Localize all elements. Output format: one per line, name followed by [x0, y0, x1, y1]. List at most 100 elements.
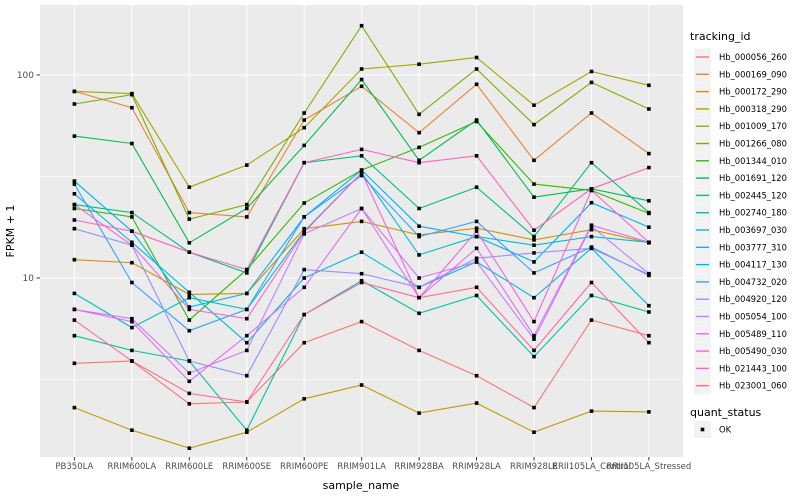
- data-point: [130, 215, 134, 219]
- data-point: [72, 226, 77, 231]
- data-point: [359, 67, 364, 71]
- data-point: [417, 234, 421, 239]
- legend-item: Hb_000318_290: [694, 100, 787, 118]
- legend-item-label: Hb_005489_110: [719, 329, 787, 339]
- data-point: [302, 397, 306, 401]
- data-point: [130, 210, 134, 215]
- data-point: [245, 267, 249, 272]
- y-axis-title: FPKM + 1: [4, 205, 17, 258]
- legend-item: Hb_023001_060: [694, 377, 787, 395]
- data-point: [187, 210, 192, 215]
- ok-marker-icon: [700, 427, 705, 432]
- data-point: [72, 102, 77, 106]
- legend-item: Hb_001344_010: [694, 152, 787, 170]
- data-point: [302, 276, 306, 280]
- data-point: [245, 430, 249, 434]
- x-tick-label: RRIM600LE: [165, 462, 213, 472]
- legend-item-label: Hb_000169_090: [719, 69, 787, 79]
- data-point: [417, 311, 421, 316]
- data-point: [72, 206, 77, 211]
- data-point: [417, 62, 421, 66]
- data-point: [647, 199, 651, 203]
- data-point: [359, 147, 364, 152]
- data-point: [647, 240, 651, 245]
- data-point: [245, 202, 249, 207]
- legend-item-label: Hb_000056_260: [719, 52, 787, 62]
- data-point: [532, 103, 536, 107]
- legend-item-label: Hb_003697_030: [719, 225, 787, 235]
- data-point: [532, 354, 536, 359]
- data-point: [532, 333, 536, 338]
- data-point: [474, 226, 479, 230]
- legend: tracking_id Hb_000056_260Hb_000169_090Hb…: [690, 30, 787, 438]
- data-point: [589, 318, 594, 322]
- data-point: [647, 333, 651, 338]
- data-point: [187, 371, 192, 375]
- data-point: [532, 158, 536, 163]
- data-point: [589, 234, 594, 239]
- data-point: [359, 206, 364, 211]
- legend-item: Hb_005054_100: [694, 308, 787, 325]
- data-point: [474, 55, 479, 60]
- data-point: [359, 84, 364, 89]
- data-point: [417, 348, 421, 353]
- data-point: [417, 130, 421, 135]
- data-point: [187, 217, 192, 221]
- data-point: [72, 333, 77, 338]
- data-point: [302, 267, 306, 272]
- data-point: [359, 319, 364, 324]
- data-point: [647, 271, 651, 276]
- legend-item: Hb_002740_180: [694, 204, 787, 222]
- data-point: [417, 295, 421, 300]
- data-point: [532, 430, 536, 434]
- data-point: [532, 195, 536, 199]
- data-point: [474, 256, 479, 261]
- data-point: [647, 165, 651, 170]
- data-point: [589, 280, 594, 285]
- data-point: [245, 333, 249, 338]
- data-point: [187, 185, 192, 189]
- legend-item: Hb_002445_120: [694, 186, 787, 204]
- data-point: [187, 292, 192, 297]
- data-point: [647, 107, 651, 111]
- data-point: [245, 316, 249, 321]
- data-point: [589, 200, 594, 205]
- axis-ticks: [36, 74, 650, 461]
- data-point: [532, 348, 536, 353]
- legend-item-label: Hb_001009_170: [719, 121, 787, 131]
- x-tick-label: RRIM928LA: [452, 462, 501, 472]
- data-point: [302, 215, 306, 219]
- data-point: [532, 234, 536, 239]
- data-point: [187, 307, 192, 312]
- data-point: [359, 154, 364, 158]
- data-point: [187, 295, 192, 300]
- data-point: [474, 401, 479, 405]
- legend-item-label: Hb_004732_020: [719, 277, 787, 287]
- legend-item-label: Hb_004920_120: [719, 294, 787, 304]
- data-point: [187, 305, 192, 309]
- data-point: [474, 82, 479, 87]
- data-point: [359, 250, 364, 254]
- data-point: [589, 246, 594, 251]
- data-point: [302, 143, 306, 148]
- data-point: [72, 218, 77, 222]
- data-point: [245, 428, 249, 432]
- data-point: [72, 318, 77, 322]
- data-point: [417, 253, 421, 257]
- x-tick-label: RRIM600SE: [222, 462, 271, 472]
- data-point: [417, 206, 421, 211]
- legend-item: Hb_001266_080: [694, 135, 787, 152]
- data-point: [474, 118, 479, 122]
- data-point: [245, 373, 249, 378]
- legend-item: Hb_000056_260: [694, 48, 787, 66]
- legend-item-label: Hb_004117_130: [719, 260, 787, 270]
- legend-title-quant-status: quant_status: [690, 406, 762, 419]
- legend-item: Hb_000172_290: [694, 83, 787, 101]
- data-point: [245, 271, 249, 275]
- data-point: [72, 257, 77, 262]
- x-tick-label: PB350LA: [55, 462, 93, 472]
- data-point: [474, 293, 479, 298]
- data-point: [72, 202, 77, 207]
- data-point: [474, 219, 479, 224]
